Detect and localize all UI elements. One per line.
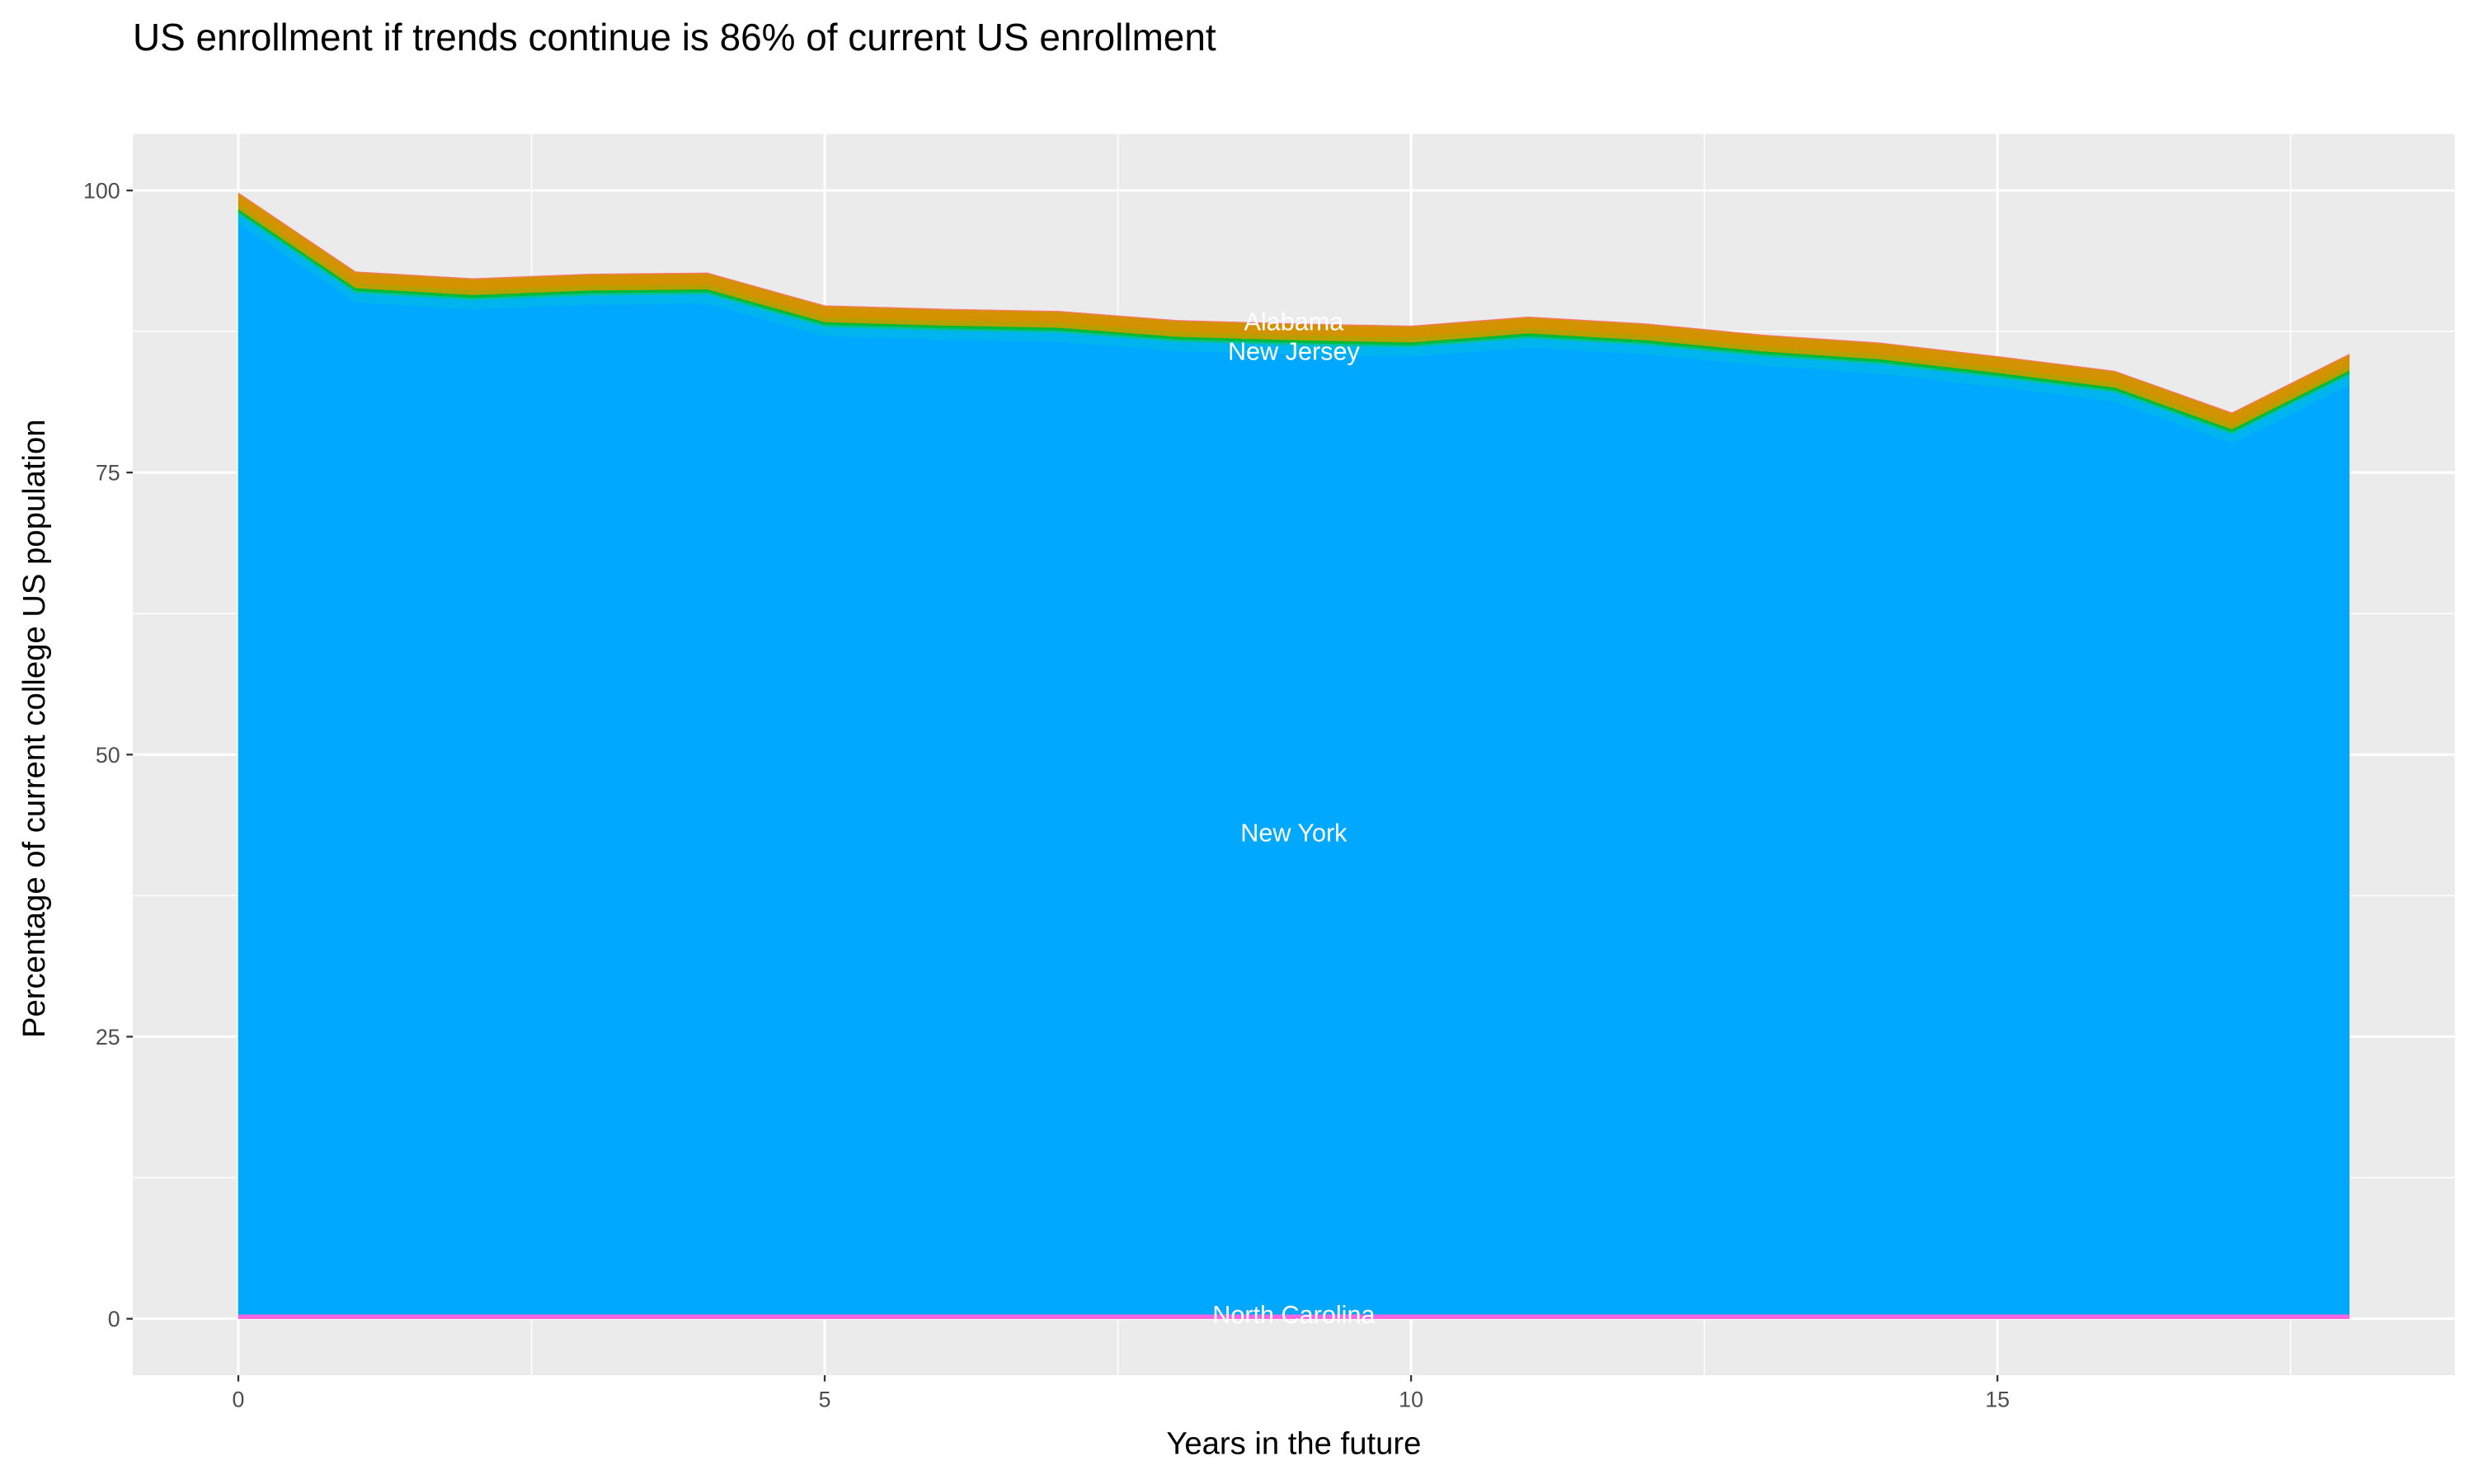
annotation-label: North Carolina <box>1212 1301 1376 1329</box>
x-tick-label: 0 <box>233 1387 245 1411</box>
annotation-label: Alabama <box>1244 308 1344 336</box>
x-tick-label: 10 <box>1399 1387 1423 1411</box>
area-layers <box>238 192 2350 1319</box>
x-tick-label: 5 <box>819 1387 831 1411</box>
y-tick-label: 50 <box>96 743 120 768</box>
x-axis-label: Years in the future <box>1166 1426 1421 1462</box>
x-tick-label: 15 <box>1985 1387 2010 1411</box>
axes: 0 5 10 15 0 25 50 75 100 <box>83 179 2010 1412</box>
chart-title: US enrollment if trends continue is 86% … <box>133 16 1216 59</box>
annotation-label: New Jersey <box>1228 338 1361 366</box>
area-layer <box>238 192 2350 414</box>
annotation-label: New York <box>1240 819 1348 848</box>
y-tick-label: 75 <box>96 461 120 486</box>
y-axis-label: Percentage of current college US populat… <box>16 419 52 1038</box>
y-tick-label: 100 <box>83 179 120 204</box>
y-tick-label: 0 <box>108 1307 120 1331</box>
y-tick-label: 25 <box>96 1025 120 1050</box>
